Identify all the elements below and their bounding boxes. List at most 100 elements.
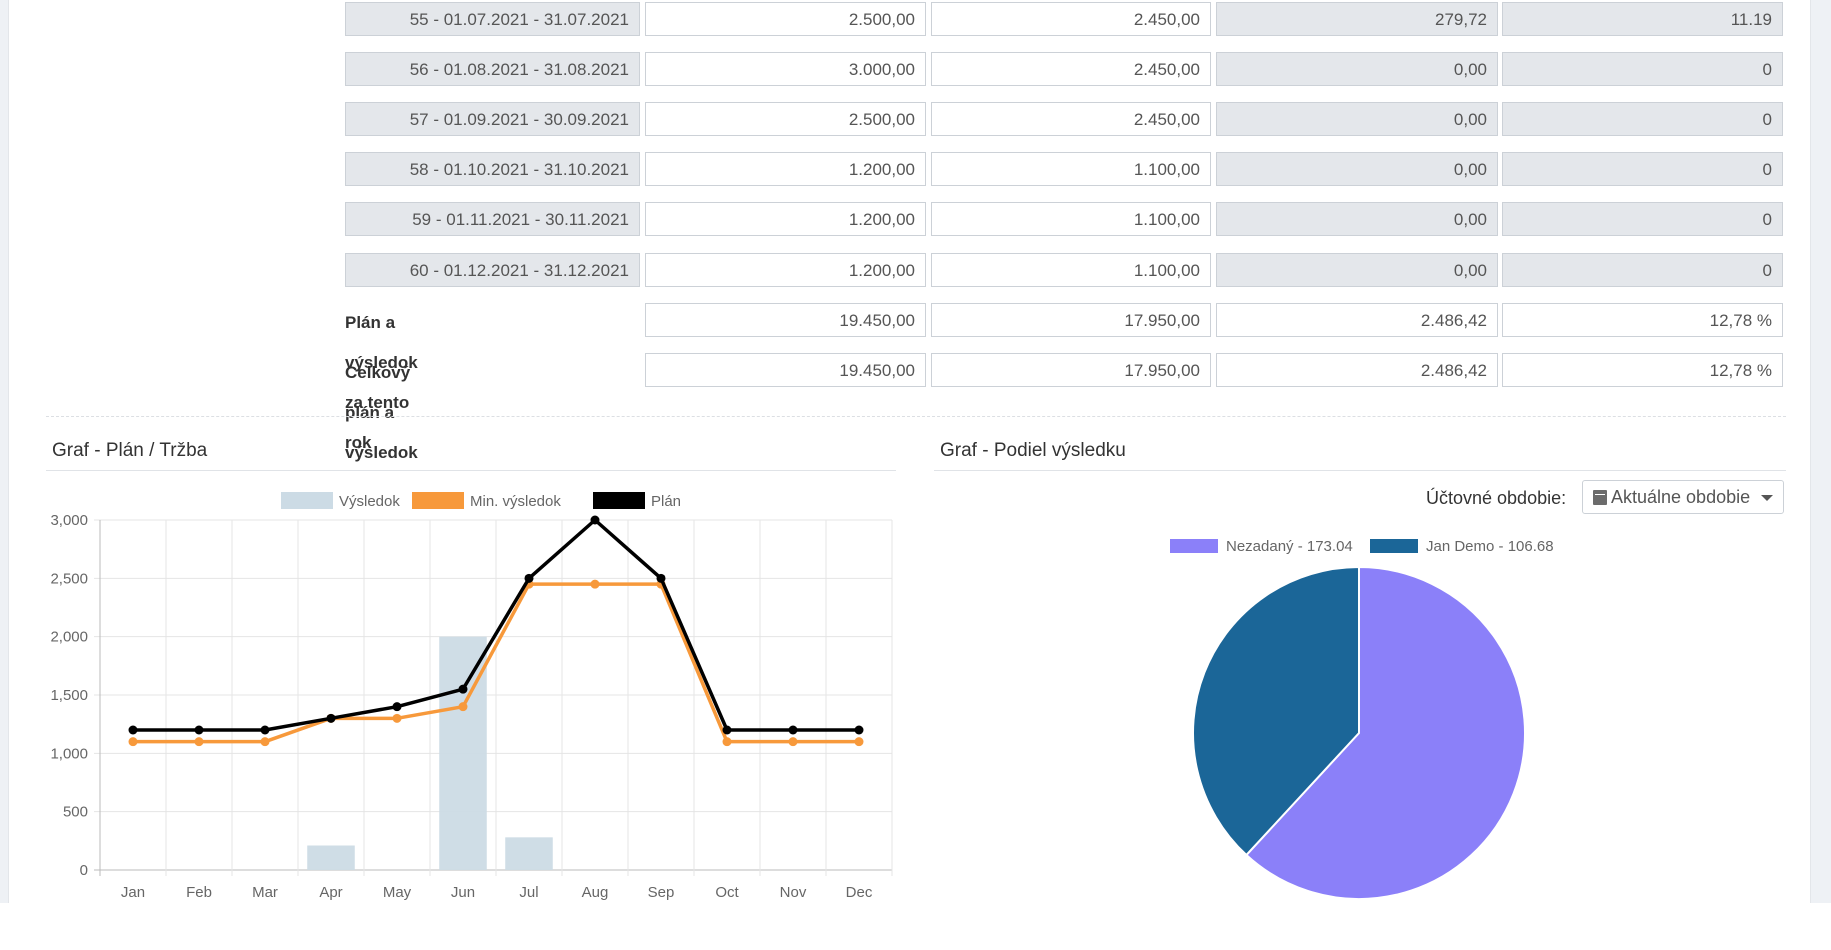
summary-result-cell: 2.486,42	[1216, 303, 1498, 337]
calendar-icon	[1593, 490, 1607, 505]
summary-label: Celkový plán a výsledok	[345, 363, 418, 462]
summary-pct-cell: 12,78 %	[1502, 303, 1783, 337]
legend-swatch	[281, 492, 333, 509]
pct-cell: 0	[1502, 253, 1783, 287]
legend-label: Min. výsledok	[470, 493, 561, 510]
result-cell: 0,00	[1216, 253, 1498, 287]
plan-input[interactable]: 1.200,00	[645, 152, 926, 186]
summary-plan-cell: 19.450,00	[645, 353, 926, 387]
result-bar	[505, 837, 553, 870]
summary-min-cell: 17.950,00	[931, 303, 1211, 337]
plan-input[interactable]: 2.500,00	[645, 102, 926, 136]
x-tick-label: May	[383, 884, 412, 901]
min-input[interactable]: 2.450,00	[931, 2, 1211, 36]
y-tick-label: 2,000	[50, 629, 88, 646]
legend-label: Výsledok	[339, 493, 400, 510]
summary-result-cell: 2.486,42	[1216, 353, 1498, 387]
min-result-point	[854, 737, 864, 747]
result-bar	[439, 636, 487, 870]
legend-label: Plán	[651, 493, 681, 510]
pct-cell: 11.19	[1502, 2, 1783, 36]
min-input[interactable]: 2.450,00	[931, 102, 1211, 136]
min-input[interactable]: 1.100,00	[931, 253, 1211, 287]
y-tick-label: 2,500	[50, 570, 88, 587]
x-tick-label: Dec	[846, 884, 873, 901]
min-result-point	[722, 737, 732, 747]
plan-revenue-chart: 0 500 1,000 1,500 2,000 2,500 3,000 Jan Feb Mar Ap…	[50, 492, 893, 901]
page-frame-right	[1810, 0, 1831, 903]
y-tick-label: 0	[80, 862, 88, 879]
period-label: Účtovné obdobie:	[1426, 488, 1567, 508]
plan-point	[788, 725, 798, 735]
period-select-value: Aktuálne obdobie	[1611, 487, 1751, 507]
result-cell: 279,72	[1216, 2, 1498, 36]
plan-point	[722, 725, 732, 735]
x-tick-label: Sep	[648, 884, 675, 901]
min-result-point	[260, 737, 270, 747]
result-cell: 0,00	[1216, 202, 1498, 236]
section-divider	[46, 416, 1786, 417]
period-cell: 57 - 01.09.2021 - 30.09.2021	[345, 102, 640, 136]
min-input[interactable]: 2.450,00	[931, 52, 1211, 86]
plan-point	[854, 725, 864, 735]
plan-point	[656, 573, 666, 583]
summary-pct-cell: 12,78 %	[1502, 353, 1783, 387]
min-result-line	[133, 582, 859, 744]
pie-legend-label: Jan Demo - 106.68	[1426, 538, 1554, 555]
result-cell: 0,00	[1216, 152, 1498, 186]
share-chart-title: Graf - Podiel výsledku	[934, 440, 1786, 471]
result-bar	[307, 845, 355, 870]
summary-min-cell: 17.950,00	[931, 353, 1211, 387]
y-tick-label: 1,500	[50, 687, 88, 704]
period-cell: 59 - 01.11.2021 - 30.11.2021	[345, 202, 640, 236]
pie-slice	[1192, 565, 1360, 857]
pct-cell: 0	[1502, 52, 1783, 86]
result-share-chart: Nezadaný - 173.04 Jan Demo - 106.68	[1170, 538, 1554, 900]
plan-point	[194, 725, 204, 735]
period-cell: 58 - 01.10.2021 - 31.10.2021	[345, 152, 640, 186]
period-select[interactable]: Aktuálne obdobie	[1582, 480, 1784, 514]
period-cell: 60 - 01.12.2021 - 31.12.2021	[345, 253, 640, 287]
pie-slice	[1245, 565, 1526, 900]
page-frame-left	[0, 0, 9, 903]
min-input[interactable]: 1.100,00	[931, 152, 1211, 186]
plan-input[interactable]: 1.200,00	[645, 253, 926, 287]
pie-legend-label: Nezadaný - 173.04	[1226, 538, 1353, 555]
pie-legend-swatch	[1170, 539, 1218, 553]
min-result-point	[590, 579, 600, 589]
period-cell: 56 - 01.08.2021 - 31.08.2021	[345, 52, 640, 86]
legend-swatch	[412, 492, 464, 509]
x-tick-label: Feb	[186, 884, 212, 901]
plan-input[interactable]: 3.000,00	[645, 52, 926, 86]
min-result-point	[392, 713, 402, 723]
min-result-point	[194, 737, 204, 747]
plan-point	[128, 725, 138, 735]
chevron-down-icon	[1761, 495, 1773, 501]
plan-point	[326, 713, 336, 723]
y-tick-label: 1,000	[50, 745, 88, 762]
x-tick-label: Nov	[780, 884, 807, 901]
plan-line	[133, 518, 859, 732]
plan-chart-title: Graf - Plán / Tržba	[46, 440, 896, 471]
legend-swatch	[593, 492, 645, 509]
pct-cell: 0	[1502, 202, 1783, 236]
result-cell: 0,00	[1216, 102, 1498, 136]
x-tick-label: Mar	[252, 884, 278, 901]
y-tick-label: 500	[63, 804, 88, 821]
summary-label: Plán a výsledok za tento rok	[345, 313, 418, 452]
min-result-point	[128, 737, 138, 747]
x-tick-label: Jun	[451, 884, 475, 901]
plan-input[interactable]: 1.200,00	[645, 202, 926, 236]
x-tick-label: Apr	[319, 884, 342, 901]
y-tick-label: 3,000	[50, 512, 88, 529]
min-result-point	[788, 737, 798, 747]
plan-point	[260, 725, 270, 735]
pie-legend-swatch	[1370, 539, 1418, 553]
result-cell: 0,00	[1216, 52, 1498, 86]
period-cell: 55 - 01.07.2021 - 31.07.2021	[345, 2, 640, 36]
plan-input[interactable]: 2.500,00	[645, 2, 926, 36]
x-tick-label: Aug	[582, 884, 609, 901]
pct-cell: 0	[1502, 102, 1783, 136]
x-tick-label: Oct	[715, 884, 739, 901]
min-input[interactable]: 1.100,00	[931, 202, 1211, 236]
